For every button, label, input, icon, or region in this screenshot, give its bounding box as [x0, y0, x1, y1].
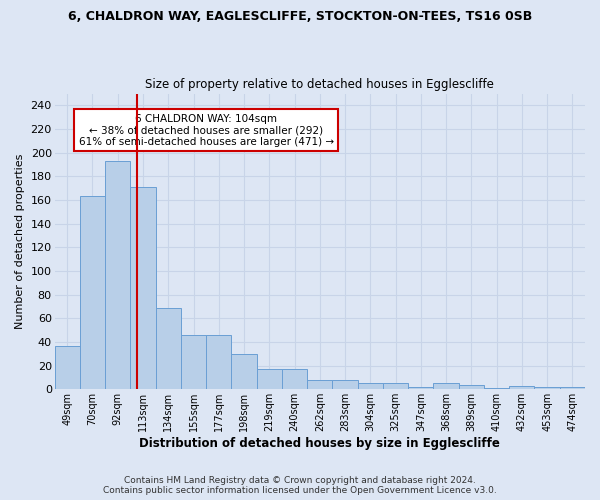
Bar: [206, 335, 232, 390]
Bar: [408, 387, 433, 390]
Bar: [307, 380, 332, 390]
Bar: [560, 387, 585, 390]
Bar: [459, 384, 484, 390]
Bar: [358, 384, 383, 390]
Bar: [484, 388, 509, 390]
Bar: [80, 196, 105, 390]
Text: 6, CHALDRON WAY, EAGLESCLIFFE, STOCKTON-ON-TEES, TS16 0SB: 6, CHALDRON WAY, EAGLESCLIFFE, STOCKTON-…: [68, 10, 532, 23]
Bar: [383, 384, 408, 390]
Title: Size of property relative to detached houses in Egglescliffe: Size of property relative to detached ho…: [145, 78, 494, 91]
Bar: [433, 384, 459, 390]
Bar: [509, 386, 535, 390]
Text: Contains HM Land Registry data © Crown copyright and database right 2024.
Contai: Contains HM Land Registry data © Crown c…: [103, 476, 497, 495]
Y-axis label: Number of detached properties: Number of detached properties: [15, 154, 25, 329]
Bar: [535, 387, 560, 390]
Bar: [257, 369, 282, 390]
Text: 6 CHALDRON WAY: 104sqm
← 38% of detached houses are smaller (292)
61% of semi-de: 6 CHALDRON WAY: 104sqm ← 38% of detached…: [79, 114, 334, 147]
X-axis label: Distribution of detached houses by size in Egglescliffe: Distribution of detached houses by size …: [139, 437, 500, 450]
Bar: [282, 369, 307, 390]
Bar: [232, 354, 257, 390]
Bar: [55, 346, 80, 390]
Bar: [332, 380, 358, 390]
Bar: [181, 335, 206, 390]
Bar: [155, 308, 181, 390]
Bar: [130, 187, 155, 390]
Bar: [105, 161, 130, 390]
